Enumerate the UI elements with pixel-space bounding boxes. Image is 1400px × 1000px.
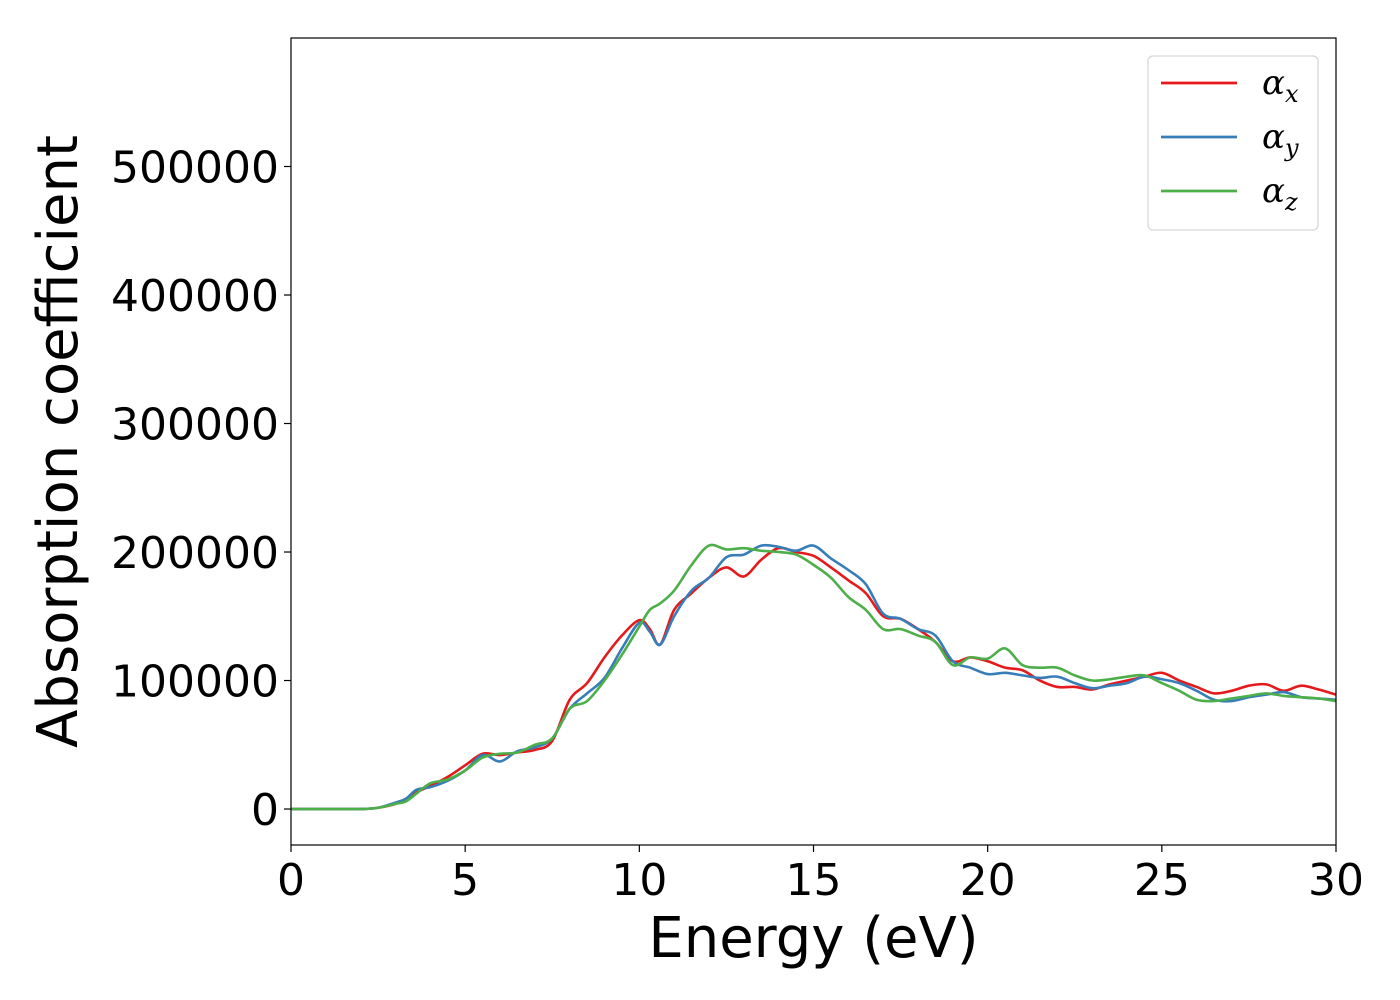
y-tick-label: 0: [251, 785, 279, 836]
y-tick-label: 500000: [111, 143, 279, 194]
x-tick-label: 20: [960, 855, 1016, 906]
y-tick-label: 100000: [111, 657, 279, 708]
legend-label-z: αz: [1262, 171, 1298, 216]
legend-label-y: αy: [1262, 117, 1299, 162]
legend-box: [1147, 55, 1319, 231]
y-tick-label: 400000: [111, 271, 279, 322]
legend: αx αy αz: [1147, 55, 1319, 231]
y-axis-title: Absorption coefficient: [26, 135, 91, 748]
x-axis: 0 5 10 15 20 25 30: [277, 845, 1364, 906]
y-axis: 0 100000 200000 300000 400000 500000: [111, 143, 291, 836]
y-tick-label: 300000: [111, 400, 279, 451]
x-axis-title: Energy (eV): [648, 906, 978, 971]
series-line-z: [291, 543, 1336, 811]
legend-label-x: αx: [1262, 63, 1299, 108]
x-tick-label: 30: [1308, 855, 1364, 906]
series-layer: [291, 543, 1336, 811]
x-tick-label: 0: [277, 855, 305, 906]
series-line-y: [291, 543, 1336, 811]
x-tick-label: 15: [786, 855, 842, 906]
x-tick-label: 5: [451, 855, 479, 906]
x-tick-label: 10: [611, 855, 667, 906]
y-tick-label: 200000: [111, 528, 279, 579]
x-tick-label: 25: [1134, 855, 1190, 906]
